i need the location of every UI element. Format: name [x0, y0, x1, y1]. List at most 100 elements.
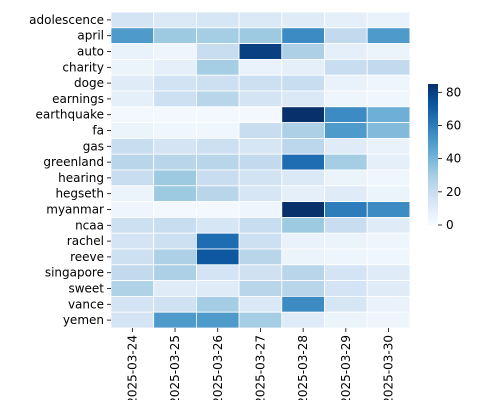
heatmap-cell: doge / 2025-03-29: 6 — [324, 74, 368, 92]
heatmap-cell: fa / 2025-03-25: 3 — [153, 122, 197, 139]
row-label: yemen — [63, 313, 104, 327]
heatmap-cell: earthquake / 2025-03-26: 2 — [195, 106, 240, 124]
heatmap-cell: charity / 2025-03-26: 30 — [195, 59, 240, 76]
heatmap-cell: reeve / 2025-03-25: 28 — [153, 248, 197, 266]
heatmap-cell: auto / 2025-03-24: 6 — [110, 43, 155, 60]
heatmap-cell: hegseth / 2025-03-29: 10 — [324, 185, 368, 203]
heatmap-cell: yemen / 2025-03-30: 4 — [366, 311, 411, 329]
heatmap-cell: myanmar / 2025-03-30: 55 — [366, 201, 411, 218]
heatmap-cell: greenland / 2025-03-29: 30 — [324, 153, 368, 171]
heatmap-cell: ncaa / 2025-03-29: 20 — [324, 216, 368, 234]
heatmap-cell: vance / 2025-03-30: 6 — [366, 295, 411, 313]
heatmap-cell: greenland / 2025-03-25: 25 — [153, 153, 197, 171]
heatmap-cell: april / 2025-03-29: 22 — [324, 27, 368, 44]
colorbar-tick-label: 80 — [446, 85, 461, 99]
column-label: 2025-03-26 — [211, 335, 225, 400]
row-label: hegseth — [55, 187, 104, 201]
heatmap-cell: greenland / 2025-03-24: 25 — [110, 153, 155, 171]
heatmap-cell: doge / 2025-03-25: 16 — [153, 74, 197, 92]
heatmap-cell: rachel / 2025-03-29: 5 — [324, 232, 368, 250]
heatmap-cell: april / 2025-03-30: 50 — [366, 27, 411, 44]
row-label: ncaa — [75, 218, 104, 232]
heatmap-cell: reeve / 2025-03-24: 18 — [110, 248, 155, 266]
heatmap-cell: ncaa / 2025-03-30: 10 — [366, 216, 411, 234]
heatmap-cell: fa / 2025-03-28: 28 — [281, 122, 325, 139]
heatmap-cell: charity / 2025-03-24: 5 — [110, 59, 155, 76]
column-label: 2025-03-30 — [382, 335, 396, 400]
column-labels: 2025-03-24 2025-03-25 2025-03-26 2025-03-27… — [125, 328, 396, 400]
heatmap-cell: gas / 2025-03-27: 14 — [238, 137, 283, 155]
heatmap-cell: hearing / 2025-03-27: 16 — [238, 169, 283, 187]
heatmap-cell: hegseth / 2025-03-24: 5 — [110, 185, 155, 203]
row-label: singapore — [45, 266, 104, 280]
heatmap-cell: earnings / 2025-03-26: 25 — [195, 90, 240, 108]
heatmap-cell: singapore / 2025-03-25: 28 — [153, 264, 197, 281]
heatmap-cell: myanmar / 2025-03-27: 4 — [238, 201, 283, 218]
heatmap-cell: myanmar / 2025-03-26: 2 — [195, 201, 240, 218]
heatmap-cell: rachel / 2025-03-30: 4 — [366, 232, 411, 250]
heatmap-cell: reeve / 2025-03-29: 4 — [324, 248, 368, 266]
heatmap-cell: adolescence / 2025-03-25: 12 — [153, 11, 197, 29]
heatmap-cell: sweet / 2025-03-26: 10 — [195, 280, 240, 297]
heatmap-cell: auto / 2025-03-30: 5 — [366, 43, 411, 60]
heatmap-cell: greenland / 2025-03-27: 22 — [238, 153, 283, 171]
row-label: gas — [83, 139, 104, 153]
row-label: sweet — [68, 282, 104, 296]
heatmap-cell: yemen / 2025-03-29: 5 — [324, 311, 368, 329]
heatmap-cell: earthquake / 2025-03-27: 2 — [238, 106, 283, 124]
heatmap-cell: myanmar / 2025-03-29: 60 — [324, 201, 368, 218]
heatmap-cell: april / 2025-03-24: 50 — [110, 27, 155, 44]
heatmap-cell: singapore / 2025-03-26: 15 — [195, 264, 240, 281]
heatmap-cell: sweet / 2025-03-24: 27 — [110, 280, 155, 297]
row-label: greenland — [43, 155, 104, 169]
colorbar-tick-label: 60 — [446, 118, 461, 132]
column-label: 2025-03-27 — [253, 335, 267, 400]
row-label: earnings — [52, 92, 104, 106]
heatmap-cell: singapore / 2025-03-24: 22 — [110, 264, 155, 281]
heatmap-cell: charity / 2025-03-30: 22 — [366, 59, 411, 76]
row-label: myanmar — [46, 203, 104, 217]
column-label: 2025-03-29 — [339, 335, 353, 400]
heatmap-cell: rachel / 2025-03-24: 15 — [110, 232, 155, 250]
heatmap-cell: sweet / 2025-03-30: 10 — [366, 280, 411, 297]
heatmap-cell: greenland / 2025-03-26: 25 — [195, 153, 240, 171]
row-label: charity — [62, 60, 104, 74]
heatmap-cell: vance / 2025-03-27: 12 — [238, 295, 283, 313]
heatmap-cell: gas / 2025-03-29: 10 — [324, 137, 368, 155]
heatmap-cell: sweet / 2025-03-29: 15 — [324, 280, 368, 297]
heatmap-cell: hearing / 2025-03-29: 5 — [324, 169, 368, 187]
heatmap-cell: earthquake / 2025-03-24: 2 — [110, 106, 155, 124]
heatmap-cell: yemen / 2025-03-26: 50 — [195, 311, 240, 329]
heatmap-cell: april / 2025-03-28: 55 — [281, 27, 325, 44]
heatmap-cell: reeve / 2025-03-30: 3 — [366, 248, 411, 266]
heatmap-cell: gas / 2025-03-26: 18 — [195, 137, 240, 155]
heatmap-cell: greenland / 2025-03-30: 8 — [366, 153, 411, 171]
heatmap-cell: singapore / 2025-03-30: 10 — [366, 264, 411, 281]
heatmap-cell: hearing / 2025-03-24: 20 — [110, 169, 155, 187]
heatmap-cell: myanmar / 2025-03-28: 85 — [281, 201, 325, 218]
heatmap-cell: ncaa / 2025-03-27: 20 — [238, 216, 283, 234]
heatmap-cell: sweet / 2025-03-27: 25 — [238, 280, 283, 297]
heatmap-cell: reeve / 2025-03-27: 25 — [238, 248, 283, 266]
heatmap-cell: gas / 2025-03-30: 6 — [366, 137, 411, 155]
heatmap-cell: ncaa / 2025-03-25: 20 — [153, 216, 197, 234]
heatmap-cell: earnings / 2025-03-27: 15 — [238, 90, 283, 108]
heatmap-cells: adolescence / 2025-03-24: 15adolescence … — [110, 11, 411, 329]
colorbar-tick-label: 0 — [446, 218, 454, 232]
heatmap-cell: vance / 2025-03-29: 14 — [324, 295, 368, 313]
heatmap-cell: fa / 2025-03-27: 20 — [238, 122, 283, 139]
heatmap-cell: hearing / 2025-03-30: 3 — [366, 169, 411, 187]
heatmap-cell: yemen / 2025-03-27: 30 — [238, 311, 283, 329]
row-label: fa — [92, 124, 104, 138]
row-label: doge — [74, 76, 104, 90]
heatmap-cell: april / 2025-03-27: 32 — [238, 27, 283, 44]
heatmap-cell: auto / 2025-03-26: 20 — [195, 43, 240, 60]
heatmap-cell: gas / 2025-03-24: 20 — [110, 137, 155, 155]
heatmap-cell: fa / 2025-03-26: 3 — [195, 122, 240, 139]
heatmap-cell: rachel / 2025-03-28: 6 — [281, 232, 325, 250]
row-label: rachel — [67, 234, 104, 248]
heatmap-cell: singapore / 2025-03-28: 25 — [281, 264, 325, 281]
heatmap-cell: vance / 2025-03-28: 55 — [281, 295, 325, 313]
heatmap-cell: hearing / 2025-03-25: 32 — [153, 169, 197, 187]
